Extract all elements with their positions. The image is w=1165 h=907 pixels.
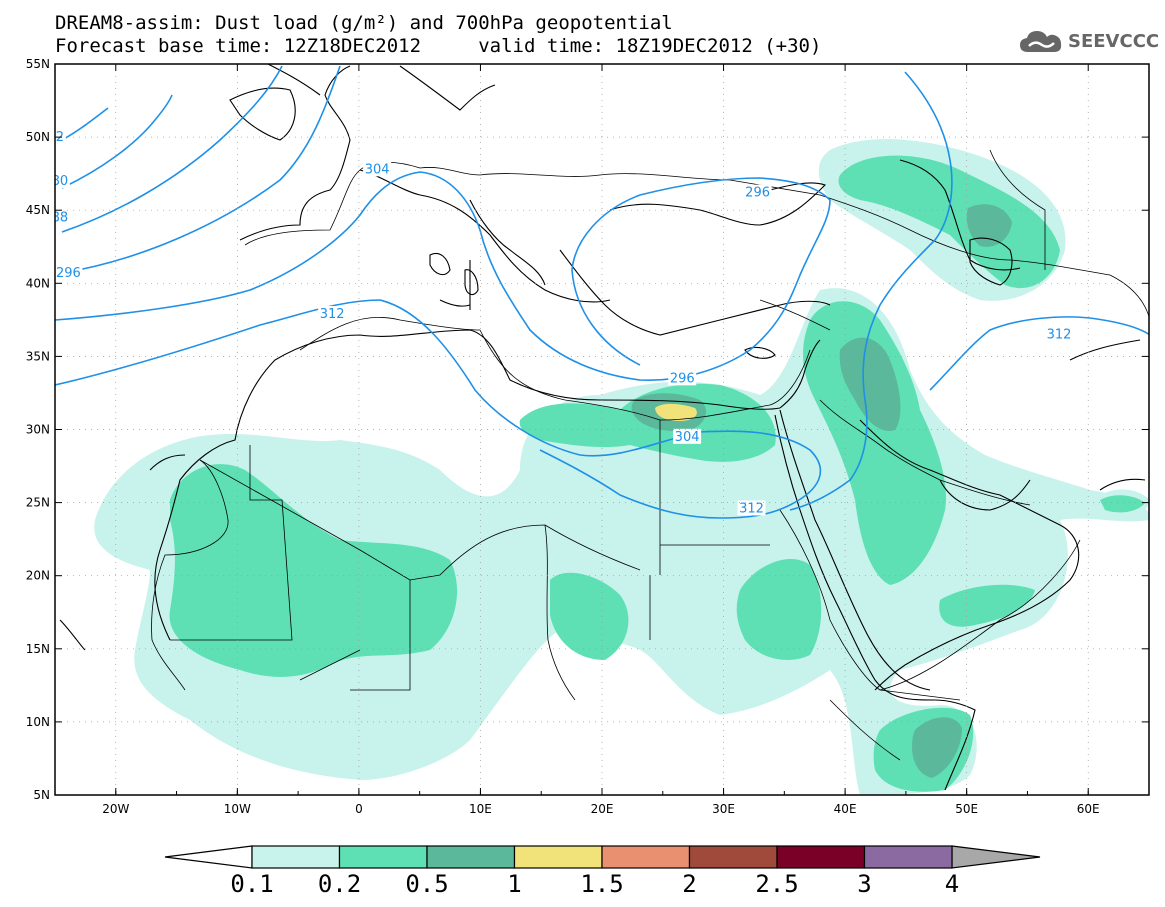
colorbar-label: 1 (507, 870, 521, 898)
contour-label: 312 (1047, 327, 1072, 342)
contour-label: 88 (52, 211, 69, 226)
dust-fill-0p2 (169, 155, 1145, 792)
lon-tick-label: 10E (469, 802, 492, 816)
contour-label: 80 (52, 174, 69, 189)
map-subtitle: Forecast base time: 12Z18DEC2012 valid t… (55, 35, 822, 57)
lat-tick-label: 15N (26, 642, 50, 656)
lat-tick-label: 50N (26, 130, 50, 144)
contour-label-bg (743, 184, 772, 200)
lon-tick-label: 20E (591, 802, 614, 816)
lat-tick-label: 45N (26, 203, 50, 217)
lon-tick-label: 10W (224, 802, 251, 816)
contour-label-bg (55, 265, 83, 281)
contour-label: 296 (56, 266, 81, 281)
colorbar-label: 3 (857, 870, 871, 898)
colorbar-under-arrow (164, 845, 253, 869)
coastlines (59, 64, 1146, 791)
lon-tick-label: 20W (102, 802, 129, 816)
colorbar-segment (426, 845, 516, 869)
colorbar-segment (776, 845, 866, 869)
cloud-icon (1020, 31, 1062, 52)
lat-tick-label: 55N (26, 57, 50, 71)
contour-label-bg (363, 161, 392, 177)
colorbar-segment (513, 845, 603, 869)
contour-label: 304 (365, 162, 390, 177)
colorbar-label: 0.5 (405, 870, 448, 898)
contour-label-bg (55, 209, 70, 225)
colorbar-label: 2 (682, 870, 696, 898)
lat-tick-label: 20N (26, 569, 50, 583)
contour-label-bg (318, 306, 347, 322)
lon-tick-label: 60E (1077, 802, 1100, 816)
seevccc-logo: SEEVCCC (1018, 28, 1159, 54)
graticule (55, 64, 1149, 795)
colorbar-segment (863, 845, 953, 869)
contour-label: 304 (675, 430, 700, 445)
logo-text: SEEVCCC (1068, 30, 1160, 52)
colorbar-label: 1.5 (580, 870, 623, 898)
colorbar: 0.1 0.2 0.5 1 1.5 2 2.5 3 4 (164, 845, 1041, 898)
dust-fill-1p0 (655, 403, 697, 421)
lat-tick-label: 5N (33, 788, 50, 802)
country-borders (151, 149, 1149, 761)
contour-label-bg (668, 370, 697, 386)
colorbar-segment (688, 845, 778, 869)
colorbar-label: 0.1 (230, 870, 273, 898)
contour-label: 296 (670, 371, 695, 386)
colorbar-segment (338, 845, 428, 869)
axis-ticks: 55N 50N 45N 40N 35N 30N 25N 20N 15N 10N 5N 20W 10W 0 1… (26, 57, 1150, 816)
colorbar-over-arrow (951, 845, 1041, 869)
colorbar-label: 4 (945, 870, 959, 898)
contour-label: 296 (745, 186, 770, 201)
colorbar-label: 0.2 (318, 870, 361, 898)
lon-tick-label: 50E (955, 802, 978, 816)
contour-label-bg (673, 428, 702, 444)
contour-label-bg (1045, 326, 1074, 342)
contour-label: 312 (320, 307, 345, 322)
contour-label-bg (737, 500, 766, 516)
contour-label: 312 (739, 501, 764, 516)
lon-tick-label: 30E (712, 802, 735, 816)
lat-tick-label: 35N (26, 349, 50, 363)
lon-tick-label: 0 (355, 802, 363, 816)
map-title: DREAM8-assim: Dust load (g/m²) and 700hP… (55, 12, 673, 34)
colorbar-segment (251, 845, 341, 869)
contour-label-bg (55, 172, 70, 188)
lon-tick-label: 40E (834, 802, 857, 816)
lat-tick-label: 25N (26, 496, 50, 510)
lat-tick-label: 40N (26, 276, 50, 290)
colorbar-segment (601, 845, 691, 869)
lat-tick-label: 30N (26, 423, 50, 437)
colorbar-label: 2.5 (755, 870, 798, 898)
lat-tick-label: 10N (26, 715, 50, 729)
